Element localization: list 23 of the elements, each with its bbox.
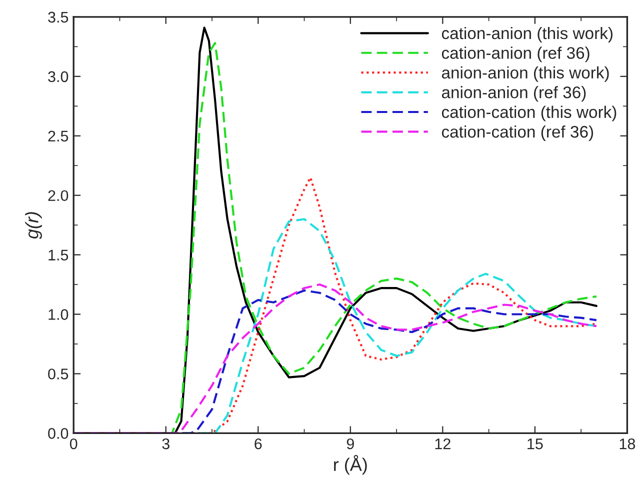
y-tick-label: 1.0 [48,309,68,320]
legend-label: cation-cation (ref 36) [442,125,594,141]
legend-label: cation-cation (this work) [442,106,616,122]
x-tick-label: 9 [346,438,354,450]
x-tick-label: 12 [435,438,450,450]
legend-label: anion-anion (ref 36) [442,86,586,102]
x-tick-label: 18 [620,438,636,450]
x-tick-label: 15 [528,438,543,450]
legend-label: cation-anion (this work) [442,26,612,42]
y-axis-title: g(r) [25,212,42,240]
x-tick-label: 6 [254,438,262,450]
x-tick-label: 0 [70,438,78,450]
y-tick-label: 1.5 [48,250,68,260]
legend-label: cation-anion (ref 36) [442,46,590,62]
y-tick-label: 3.0 [48,71,68,82]
y-tick-label: 2.5 [48,130,68,142]
y-tick-label: 2.0 [48,190,68,202]
y-tick-label: 0.5 [48,368,68,380]
x-tick-label: 3 [162,438,170,450]
y-tick-label: 3.5 [48,12,68,23]
x-axis-title: r (Å) [334,455,367,475]
y-tick-label: 0.0 [48,428,68,439]
legend-label: anion-anion (this work) [442,66,609,82]
